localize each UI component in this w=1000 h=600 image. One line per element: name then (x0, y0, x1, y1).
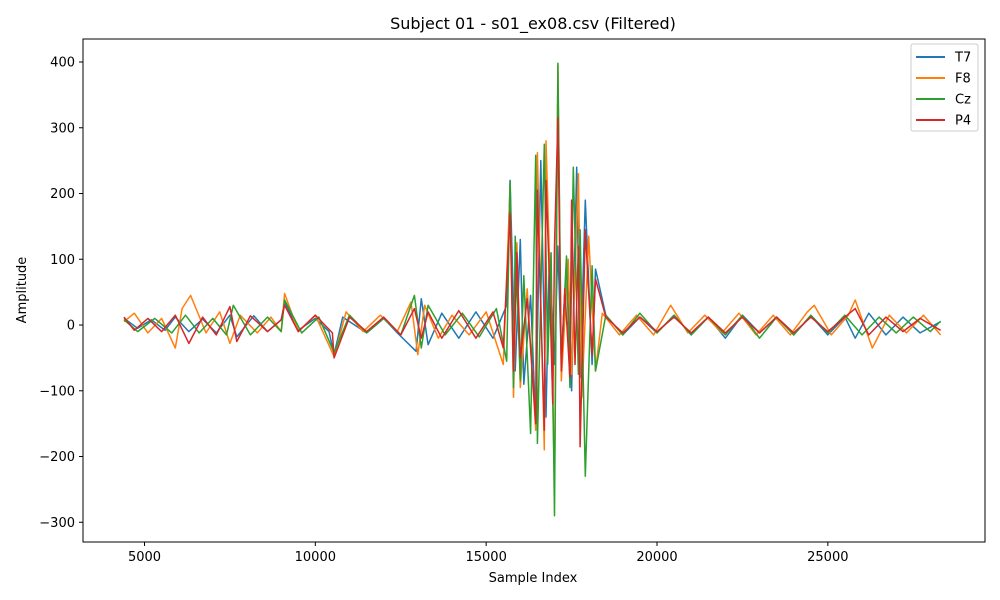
x-tick-label: 20000 (636, 550, 677, 565)
plot-lines (123, 62, 942, 517)
y-tick-label: 100 (50, 253, 75, 268)
y-tick-label: 200 (50, 187, 75, 202)
legend-box (910, 43, 979, 132)
y-tick-label: 0 (67, 319, 75, 334)
y-tick-label: −200 (39, 450, 75, 465)
x-tick-label: 25000 (807, 550, 848, 565)
legend-label-t7: T7 (954, 51, 971, 66)
legend-label-f8: F8 (955, 72, 971, 87)
x-tick-label: 5000 (128, 550, 161, 565)
y-axis-ticks: −300 −200 −100 0 100 200 300 400 (39, 56, 83, 531)
y-tick-label: 300 (50, 121, 75, 136)
y-axis-title: Amplitude (15, 257, 30, 324)
y-tick-label: −100 (39, 384, 75, 399)
legend: T7 F8 Cz P4 (910, 43, 979, 132)
x-axis-title: Sample Index (489, 571, 578, 586)
y-tick-label: 400 (50, 56, 75, 71)
legend-label-p4: P4 (955, 114, 971, 129)
plot-frame (82, 38, 986, 543)
legend-label-cz: Cz (955, 93, 971, 108)
x-tick-label: 15000 (465, 550, 506, 565)
series-line-p4 (123, 117, 941, 448)
chart-title: Subject 01 - s01_ex08.csv (Filtered) (390, 14, 676, 34)
x-tick-label: 10000 (295, 550, 336, 565)
series-line-f8 (123, 64, 942, 484)
x-axis-ticks: 5000 10000 15000 20000 25000 (128, 542, 849, 565)
y-tick-label: −300 (39, 516, 75, 531)
